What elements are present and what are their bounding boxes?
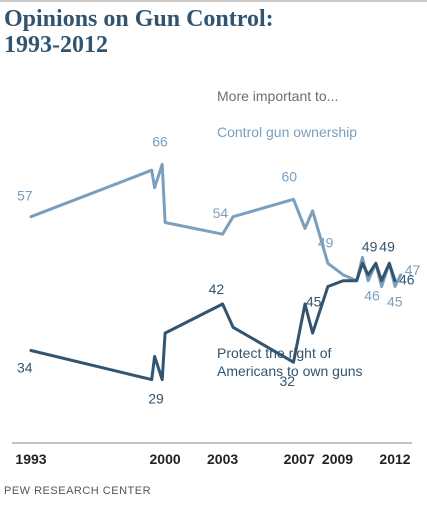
data-label: 45: [387, 294, 403, 310]
data-label: 66: [152, 133, 168, 149]
data-label: 42: [209, 281, 225, 297]
data-label: 46: [399, 272, 415, 288]
data-label: 57: [17, 188, 33, 204]
data-label: 46: [364, 288, 380, 304]
x-tick-label: 2000: [150, 451, 181, 467]
chart-title-line-2: 1993-2012: [4, 32, 108, 58]
chart-title: Opinions on Gun Control: 1993-2012: [4, 6, 274, 58]
chart-title-line-1: Opinions on Gun Control:: [4, 6, 274, 32]
series-label-line: Americans to own guns: [217, 363, 363, 379]
data-label: 49: [362, 238, 378, 254]
data-label: 60: [282, 168, 298, 184]
x-tick-label: 2012: [379, 451, 410, 467]
source-note: PEW RESEARCH CENTER: [4, 485, 152, 497]
x-tick-label: 2007: [284, 451, 315, 467]
data-label: 34: [17, 360, 33, 376]
data-label: 54: [213, 205, 229, 221]
legend-header: More important to...: [217, 88, 338, 104]
data-label: 49: [379, 238, 395, 254]
series-line-0: [29, 162, 403, 288]
data-label: 29: [148, 391, 164, 407]
data-label: 45: [306, 294, 322, 310]
data-label: 47: [405, 262, 421, 278]
series-label-line: Protect the right of: [217, 345, 332, 361]
series-label-protect-gun-rights: Protect the right of Americans to own gun…: [217, 345, 363, 379]
series-line-1: [29, 261, 397, 382]
data-label: 32: [280, 373, 296, 389]
data-label: 49: [318, 234, 334, 250]
series-label-control-gun-ownership: Control gun ownership: [217, 124, 357, 140]
x-tick-label: 1993: [15, 451, 46, 467]
x-tick-label: 2003: [207, 451, 238, 467]
x-tick-label: 2009: [322, 451, 353, 467]
